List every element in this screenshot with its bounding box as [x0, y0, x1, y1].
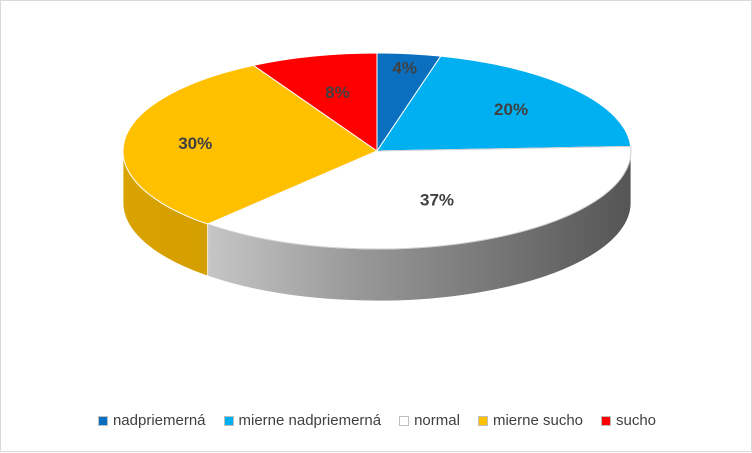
legend-item-mierne-nadpriemerna[interactable]: mierne nadpriemerná — [223, 412, 382, 429]
pie-slice-normal[interactable] — [206, 145, 632, 250]
data-label-mierne-sucho: 30% — [178, 134, 212, 153]
legend-swatch — [223, 415, 234, 426]
legend-label: sucho — [616, 412, 657, 429]
data-labels: 4% 20% 37% 30% 8% — [178, 58, 528, 209]
legend-label: mierne sucho — [492, 412, 583, 429]
legend-label: mierne nadpriemerná — [238, 412, 382, 429]
pie-slices — [122, 52, 632, 250]
pie-slice-mierne-nadpriemerna[interactable] — [376, 55, 632, 152]
legend-label: nadpriemerná — [112, 412, 206, 429]
legend-label: normal — [414, 412, 460, 429]
legend: nadpriemerná mierne nadpriemerná normal mie… — [1, 412, 752, 429]
legend-item-mierne-sucho[interactable]: mierne sucho — [477, 412, 583, 429]
data-label-nadpriemerna: 4% — [392, 58, 417, 77]
legend-swatch — [399, 415, 410, 426]
legend-item-sucho[interactable]: sucho — [601, 412, 656, 429]
legend-item-nadpriemerna[interactable]: nadpriemerná — [97, 412, 206, 429]
data-label-mierne-nadpriemerna: 20% — [494, 100, 528, 119]
legend-swatch — [477, 415, 488, 426]
data-label-normal: 37% — [420, 191, 454, 210]
data-label-sucho: 8% — [325, 83, 350, 102]
legend-item-normal[interactable]: normal — [399, 412, 460, 429]
legend-swatch — [601, 415, 611, 426]
pie-slice-mierne-sucho[interactable] — [122, 64, 379, 225]
pie-slice-sucho[interactable] — [252, 52, 378, 152]
legend-swatch — [97, 415, 108, 426]
